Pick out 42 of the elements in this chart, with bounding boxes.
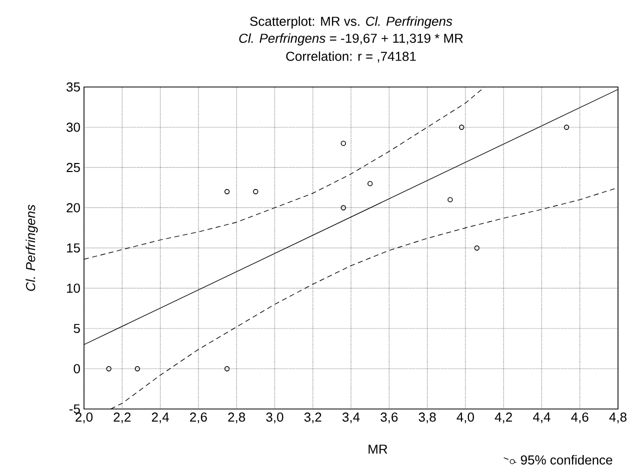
point xyxy=(474,245,480,251)
point xyxy=(459,124,464,130)
chart-subtitle: Cl. Perfringens = -19,67 + 11,319 * MR xyxy=(239,33,463,46)
point xyxy=(224,366,230,372)
y-tick-label: 10 xyxy=(67,284,80,293)
x-axis-title: MR xyxy=(368,444,388,454)
point xyxy=(134,366,140,372)
x-tick-label: 4,4 xyxy=(532,412,550,424)
point xyxy=(448,197,453,202)
point xyxy=(340,205,346,210)
x-tick-label: 3,0 xyxy=(266,412,284,424)
y-tick-label: 5 xyxy=(74,324,80,334)
point xyxy=(340,140,346,146)
x-tick-label: 2,0 xyxy=(76,412,93,424)
y-tick-label: 15 xyxy=(67,243,80,253)
chart-title: Scatterplot: MR vs. Cl. Perfringens xyxy=(250,16,452,28)
y-tick-label: 20 xyxy=(66,203,80,212)
x-tick-label: 4,6 xyxy=(571,412,588,424)
y-tick-label: 35 xyxy=(66,82,80,92)
x-tick-label: 3,2 xyxy=(304,412,322,424)
x-tick-label: 2,4 xyxy=(152,412,169,424)
x-tick-label: 4,8 xyxy=(609,412,626,424)
y-tick-label: 30 xyxy=(66,122,80,132)
legend-label: 95% confidence xyxy=(520,455,612,465)
point xyxy=(106,366,112,372)
x-tick-label: 2,2 xyxy=(114,412,131,424)
point xyxy=(367,180,373,186)
x-tick-label: 2,8 xyxy=(228,412,246,424)
x-tick-label: 4,2 xyxy=(494,412,512,424)
point xyxy=(224,189,230,194)
y-tick-label: -5 xyxy=(70,404,80,414)
x-tick-label: 3,4 xyxy=(342,412,360,424)
x-tick-label: 4,0 xyxy=(456,412,474,424)
point xyxy=(564,124,570,130)
x-tick-label: 3,8 xyxy=(418,412,436,424)
x-tick-label: 2,6 xyxy=(190,412,207,424)
x-tick-label: 3,6 xyxy=(380,412,398,424)
text: Correlation: r = ,74181 xyxy=(286,51,416,62)
y-axis-title: Cl. Perfringens xyxy=(26,204,38,291)
point xyxy=(253,189,258,194)
y-tick-label: 25 xyxy=(66,162,80,172)
y-tick-label: 0 xyxy=(74,364,80,374)
